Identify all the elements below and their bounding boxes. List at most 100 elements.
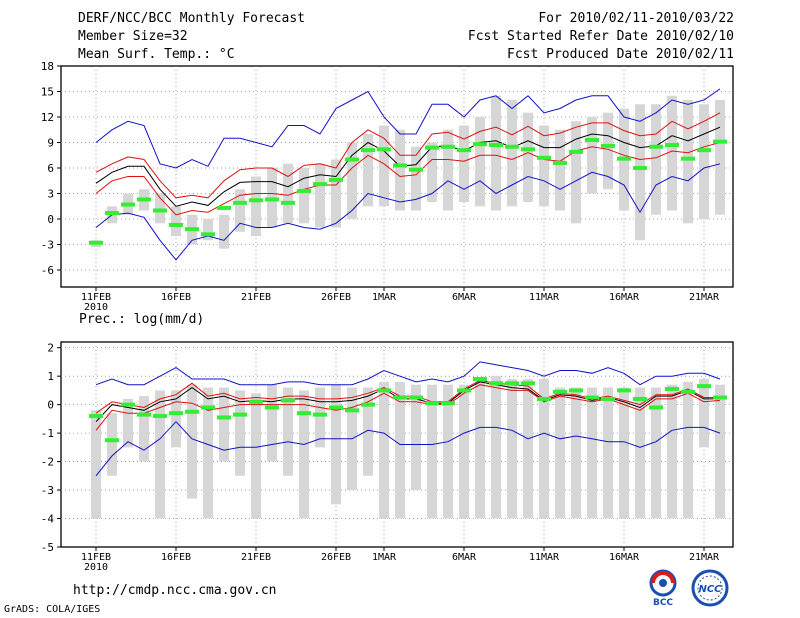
median-marker [121,202,135,207]
y-tick-label: -3 [41,239,54,252]
ensemble-box [331,159,341,228]
median-marker [617,388,631,393]
median-marker [441,401,455,406]
y-tick-label: 18 [41,60,54,73]
median-marker [601,396,615,401]
median-marker [585,137,599,142]
median-marker [137,197,151,202]
ensemble-box [507,100,517,207]
x-tick-label: 26FEB [321,292,351,303]
ensemble-box [651,387,661,519]
ensemble-box [427,384,437,519]
ensemble-box [235,189,245,232]
median-marker [569,149,583,154]
ensemble-box [395,129,405,211]
median-marker [649,405,663,410]
y-tick-label: 3 [47,188,54,201]
ensemble-box [155,193,165,224]
ensemble-box [459,384,469,519]
median-marker [313,182,327,187]
median-marker [329,177,343,182]
ensemble-box [171,390,181,448]
ensemble-box [667,95,677,211]
median-marker [681,156,695,161]
ensemble-box [699,104,709,219]
forecast-produced-date: Fcst Produced Date 2010/02/11 [507,47,734,62]
bcc-logo-text: BCC [653,598,673,608]
median-marker [345,408,359,413]
median-marker [169,222,183,227]
ensemble-box [475,379,485,519]
ci-high-line [95,112,721,199]
x-tick-label: 21MAR [689,552,720,563]
y-tick-label: -5 [41,541,54,554]
range-high-line [95,88,721,169]
median-marker [297,411,311,416]
ensemble-mean-line [95,381,720,423]
median-marker [377,388,391,393]
median-marker [393,395,407,400]
median-marker [185,409,199,414]
ensemble-box [379,381,389,519]
median-marker [473,377,487,382]
forecast-started-date: Fcst Started Refer Date 2010/02/10 [467,29,734,44]
ensemble-mean-line [95,126,721,207]
x-tick-label: 26FEB [321,552,351,563]
ensemble-box [571,387,581,519]
ensemble-box [315,387,325,448]
source-url: http://cmdp.ncc.cma.gov.cn [73,583,277,598]
ensemble-box [523,379,533,519]
ensemble-box [683,381,693,519]
x-tick-year-label: 2010 [84,302,108,313]
plot-frame [60,341,734,548]
median-marker [329,405,343,410]
median-marker [441,144,455,149]
ensemble-box [139,396,149,462]
x-tick-label: 6MAR [452,292,477,303]
ensemble-box [507,379,517,519]
median-marker [489,143,503,148]
y-tick-label: 1 [47,370,54,383]
ensemble-box [699,379,709,448]
x-tick-label: 11FEB [81,552,111,563]
median-marker [217,415,231,420]
median-marker [489,381,503,386]
median-marker [249,198,263,203]
ensemble-box [555,387,565,519]
ensemble-box [459,125,469,202]
variable-label: Mean Surf. Temp.: °C [78,47,235,62]
plot-frame [60,65,734,288]
ensemble-box [619,387,629,519]
ncc-logo: NCC [688,568,732,608]
x-tick-label: 21FEB [241,292,271,303]
median-marker [425,145,439,150]
median-marker [569,388,583,393]
median-marker [217,205,231,210]
median-marker [361,148,375,153]
median-marker [457,148,471,153]
median-marker [537,396,551,401]
ensemble-box [667,384,677,519]
ensemble-box [219,387,229,462]
range-high-line [95,361,721,386]
forecast-period: For 2010/02/11-2010/03/22 [538,11,734,26]
ensemble-box [491,95,501,211]
median-marker [425,401,439,406]
median-marker [473,142,487,147]
y-tick-label: -2 [41,456,54,469]
median-marker [169,411,183,416]
median-marker [665,386,679,391]
ensemble-box [203,387,213,519]
median-marker [233,200,247,205]
median-marker [537,155,551,160]
y-tick-label: 9 [47,137,54,150]
ensemble-box [171,206,181,236]
median-marker [153,414,167,419]
grads-credit: GrADS: COLA/IGES [4,604,101,615]
ensemble-box [635,104,645,241]
median-marker [89,240,103,245]
ensemble-box [219,214,229,249]
x-tick-label: 11FEB [81,292,111,303]
ensemble-box [123,398,133,448]
